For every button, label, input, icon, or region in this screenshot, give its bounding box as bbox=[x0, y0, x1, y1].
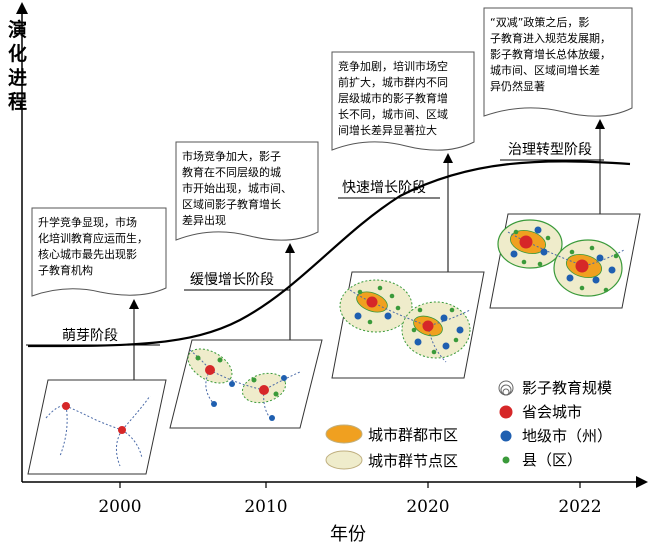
capital-city-dot bbox=[575, 259, 589, 273]
y-axis-label-char: 进 bbox=[8, 67, 27, 89]
callout-box-2 bbox=[175, 141, 319, 241]
county-dot bbox=[411, 327, 417, 333]
map-panel-2020 bbox=[331, 271, 485, 379]
prefecture-city-dot bbox=[269, 415, 275, 421]
county-dot bbox=[569, 249, 575, 255]
prefecture-city-dot bbox=[596, 254, 604, 262]
county-dot bbox=[545, 235, 551, 241]
stage-label-1: 萌芽阶段 bbox=[62, 328, 118, 344]
county-dot bbox=[389, 293, 395, 299]
county-dot bbox=[589, 245, 595, 251]
capital-city-dot bbox=[366, 296, 378, 308]
county-dot bbox=[273, 391, 279, 397]
prefecture-city-dot bbox=[440, 314, 448, 322]
legend-capital-label: 省会城市 bbox=[522, 403, 582, 421]
prefecture-city-dot bbox=[566, 274, 574, 282]
callout-box-3 bbox=[331, 51, 475, 151]
prefecture-city-dot bbox=[442, 342, 450, 350]
county-dot bbox=[453, 337, 459, 343]
y-axis-label-char: 程 bbox=[8, 91, 27, 113]
county-dot bbox=[537, 261, 543, 267]
county-dot bbox=[431, 349, 437, 355]
legend-prefecture-label: 地级市（州） bbox=[522, 427, 612, 445]
prefecture-city-dot bbox=[456, 326, 464, 334]
county-dot bbox=[195, 355, 201, 361]
county-legend-icon bbox=[502, 456, 510, 464]
node-area-swatch-icon bbox=[325, 450, 363, 470]
x-tick-label: 2000 bbox=[98, 497, 141, 517]
county-dot bbox=[521, 259, 527, 265]
map-panel-2022 bbox=[489, 213, 641, 309]
county-dot bbox=[251, 377, 257, 383]
prefecture-city-dot bbox=[608, 266, 616, 274]
capital-city-dot bbox=[259, 385, 269, 395]
prefecture-city-dot bbox=[540, 248, 548, 256]
x-axis-label: 年份 bbox=[330, 524, 366, 545]
metro-area-swatch-icon bbox=[325, 424, 363, 444]
prefecture-city-dot bbox=[592, 276, 600, 284]
county-dot bbox=[395, 305, 401, 311]
county-dot bbox=[417, 307, 423, 313]
capital-city-dot bbox=[205, 365, 215, 375]
prefecture-city-dot bbox=[354, 312, 362, 320]
county-dot bbox=[357, 289, 363, 295]
evolution-curve bbox=[27, 160, 631, 348]
county-dot bbox=[579, 285, 585, 291]
callout-text-2: 市场竞争加大，影子 教育在不同层级的城 市开始出现，城市间、 区域间影子教育增长… bbox=[182, 149, 296, 227]
stage-label-2: 缓慢增长阶段 bbox=[190, 271, 274, 288]
callout-box-4 bbox=[483, 7, 633, 117]
map-panel-2000 bbox=[27, 379, 167, 475]
county-dot bbox=[513, 229, 519, 235]
prefecture-city-dot bbox=[534, 226, 542, 234]
capital-city-dot bbox=[519, 235, 533, 249]
x-tick-label: 2022 bbox=[558, 497, 601, 517]
x-tick-label: 2020 bbox=[406, 497, 449, 517]
stage-label-3: 快速增长阶段 bbox=[342, 180, 426, 196]
legend-node-label: 城市群节点区 bbox=[368, 452, 458, 470]
prefecture-legend-icon bbox=[500, 430, 512, 442]
callout-text-1: 升学竞争显现，市场 化培训教育应运而生， 核心城市最先出现影 子教育机构 bbox=[38, 215, 152, 277]
stage-label-4: 治理转型阶段 bbox=[508, 142, 592, 158]
callout-text-4: “双减”政策之后，影 子教育进入规范发展期， 影子教育增长总体放缓， 城市间、区… bbox=[490, 15, 615, 93]
county-dot bbox=[449, 307, 455, 313]
x-axis-arrow-icon bbox=[636, 476, 648, 488]
y-axis-label-char: 化 bbox=[8, 42, 27, 65]
prefecture-city-dot bbox=[229, 381, 235, 387]
prefecture-city-dot bbox=[414, 338, 422, 346]
county-dot bbox=[603, 287, 609, 293]
prefecture-city-dot bbox=[211, 401, 217, 407]
legend-scale-label: 影子教育规模 bbox=[522, 379, 612, 397]
prefecture-city-dot bbox=[281, 375, 287, 381]
map-panel-2010 bbox=[169, 339, 323, 429]
prefecture-city-dot bbox=[510, 250, 518, 258]
x-tick-label: 2010 bbox=[244, 497, 287, 517]
capital-city-dot bbox=[422, 320, 434, 332]
capital-city-dot bbox=[62, 402, 70, 410]
legend-metro-label: 城市群都市区 bbox=[368, 426, 458, 444]
capital-city-dot bbox=[118, 426, 126, 434]
callout-box-1 bbox=[31, 207, 167, 297]
county-dot bbox=[217, 357, 223, 363]
county-dot bbox=[613, 253, 619, 259]
capital-city-legend-icon bbox=[499, 405, 513, 419]
callout-text-3: 竞争加剧，培训市场空 前扩大，城市群内不同 层级城市的影子教育增 长不同，城市间… bbox=[338, 59, 452, 137]
county-dot bbox=[367, 319, 373, 325]
y-axis-arrow-icon bbox=[16, 2, 28, 14]
legend-county-label: 县（区） bbox=[522, 451, 582, 469]
legend-left: 城市群都市区 城市群节点区 bbox=[325, 424, 458, 470]
prefecture-city-dot bbox=[384, 312, 392, 320]
y-axis-label-char: 演 bbox=[8, 18, 27, 41]
county-dot bbox=[377, 285, 383, 291]
legend-right: 影子教育规模 省会城市 地级市（州） 县（区） bbox=[498, 379, 612, 469]
